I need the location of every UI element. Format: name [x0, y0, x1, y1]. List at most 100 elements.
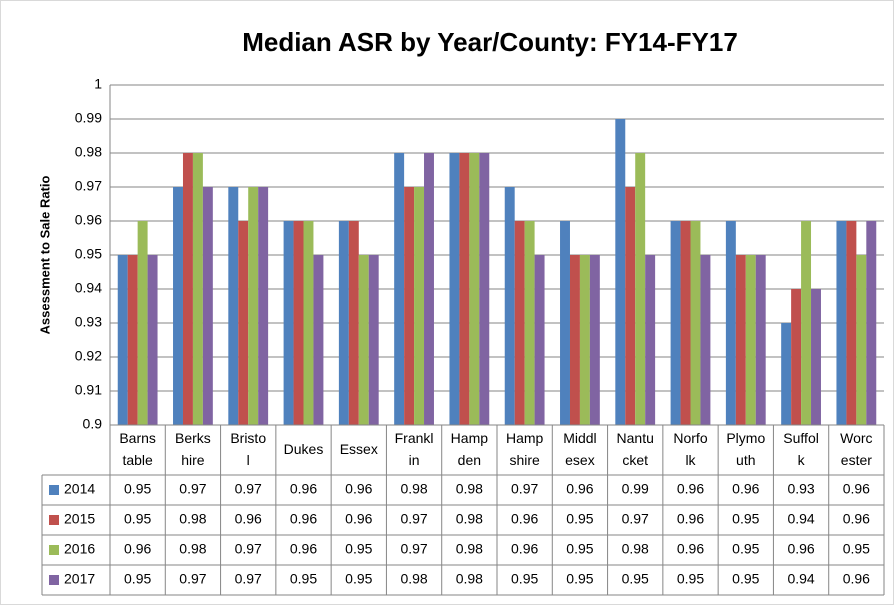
table-value: 0.95	[290, 571, 317, 587]
bar	[811, 289, 821, 425]
legend-label: 2015	[64, 511, 95, 527]
bar	[504, 187, 515, 425]
bar	[404, 187, 415, 425]
bar	[680, 221, 691, 425]
bar	[258, 187, 269, 425]
y-tick-label: 0.91	[75, 382, 102, 398]
y-tick-label: 0.9	[83, 416, 103, 432]
table-value: 0.96	[677, 511, 704, 527]
table-value: 0.98	[622, 541, 649, 557]
table-value: 0.96	[345, 481, 372, 497]
x-tick-label: Barns table	[119, 430, 156, 468]
table-value: 0.96	[290, 511, 317, 527]
bar	[182, 153, 193, 425]
x-tick-label: Bristo l	[230, 430, 266, 468]
table-value: 0.98	[400, 481, 427, 497]
bar	[534, 255, 545, 425]
table-value: 0.95	[622, 571, 649, 587]
table-value: 0.98	[456, 541, 483, 557]
y-tick-label: 0.94	[75, 280, 102, 296]
bar	[645, 255, 656, 425]
x-tick-label: Hamp den	[451, 430, 489, 468]
bar	[127, 255, 138, 425]
bar	[579, 255, 590, 425]
legend-label: 2014	[64, 481, 95, 497]
table-value: 0.95	[843, 541, 870, 557]
table-value: 0.96	[566, 481, 593, 497]
table-value: 0.96	[345, 511, 372, 527]
table-value: 0.97	[235, 481, 262, 497]
table-value: 0.94	[787, 571, 814, 587]
bar	[368, 255, 379, 425]
x-tick-label: Norfo lk	[673, 430, 707, 468]
x-tick-label: Dukes	[284, 441, 324, 457]
table-value: 0.96	[290, 481, 317, 497]
bar	[283, 221, 294, 425]
legend-swatch	[49, 575, 59, 585]
table-value: 0.95	[345, 571, 372, 587]
x-tick-label: Middl esex	[563, 430, 596, 468]
bar	[348, 221, 359, 425]
table-value: 0.98	[456, 571, 483, 587]
table-value: 0.97	[235, 541, 262, 557]
table-value: 0.96	[787, 541, 814, 557]
table-value: 0.96	[843, 511, 870, 527]
bar	[414, 187, 425, 425]
table-value: 0.95	[732, 511, 759, 527]
table-value: 0.96	[677, 541, 704, 557]
bar	[781, 323, 792, 425]
bar	[635, 153, 646, 425]
table-value: 0.95	[677, 571, 704, 587]
bar	[866, 221, 877, 425]
legend-label: 2017	[64, 571, 95, 587]
table-value: 0.96	[677, 481, 704, 497]
table-value: 0.94	[787, 511, 814, 527]
bar	[791, 289, 802, 425]
chart-title: Median ASR by Year/County: FY14-FY17	[242, 27, 738, 57]
table-value: 0.95	[511, 571, 538, 587]
bar	[670, 221, 681, 425]
bar	[202, 187, 213, 425]
bar	[117, 255, 128, 425]
bar	[303, 221, 314, 425]
bar	[449, 153, 460, 425]
table-value: 0.96	[511, 511, 538, 527]
y-tick-label: 1	[94, 76, 102, 92]
table-value: 0.97	[235, 571, 262, 587]
table-value: 0.96	[511, 541, 538, 557]
bar	[569, 255, 580, 425]
x-tick-label: Berks hire	[175, 430, 211, 468]
bar	[394, 153, 405, 425]
table-value: 0.96	[290, 541, 317, 557]
x-tick-label: Essex	[340, 441, 378, 457]
bar	[690, 221, 701, 425]
table-value: 0.97	[511, 481, 538, 497]
x-tick-label: Worc ester	[840, 430, 872, 468]
table-value: 0.95	[124, 571, 151, 587]
legend-swatch	[49, 485, 59, 495]
x-tick-label: Frankl in	[395, 430, 434, 468]
bar	[293, 221, 304, 425]
y-tick-label: 0.99	[75, 110, 102, 126]
bar	[469, 153, 480, 425]
y-axis-title: Assessment to Sale Ratio	[37, 175, 52, 334]
bar	[735, 255, 746, 425]
table-value: 0.97	[179, 571, 206, 587]
table-value: 0.95	[566, 511, 593, 527]
x-tick-label: Suffol k	[783, 430, 819, 468]
bar	[589, 255, 600, 425]
table-value: 0.98	[179, 541, 206, 557]
bar	[514, 221, 525, 425]
table-value: 0.95	[566, 541, 593, 557]
bar	[147, 255, 158, 425]
table-value: 0.96	[124, 541, 151, 557]
table-value: 0.97	[622, 511, 649, 527]
table-value: 0.93	[787, 481, 814, 497]
table-value: 0.95	[124, 511, 151, 527]
table-value: 0.95	[345, 541, 372, 557]
y-tick-label: 0.95	[75, 246, 102, 262]
bar	[755, 255, 766, 425]
table-value: 0.95	[566, 571, 593, 587]
table-value: 0.98	[400, 571, 427, 587]
